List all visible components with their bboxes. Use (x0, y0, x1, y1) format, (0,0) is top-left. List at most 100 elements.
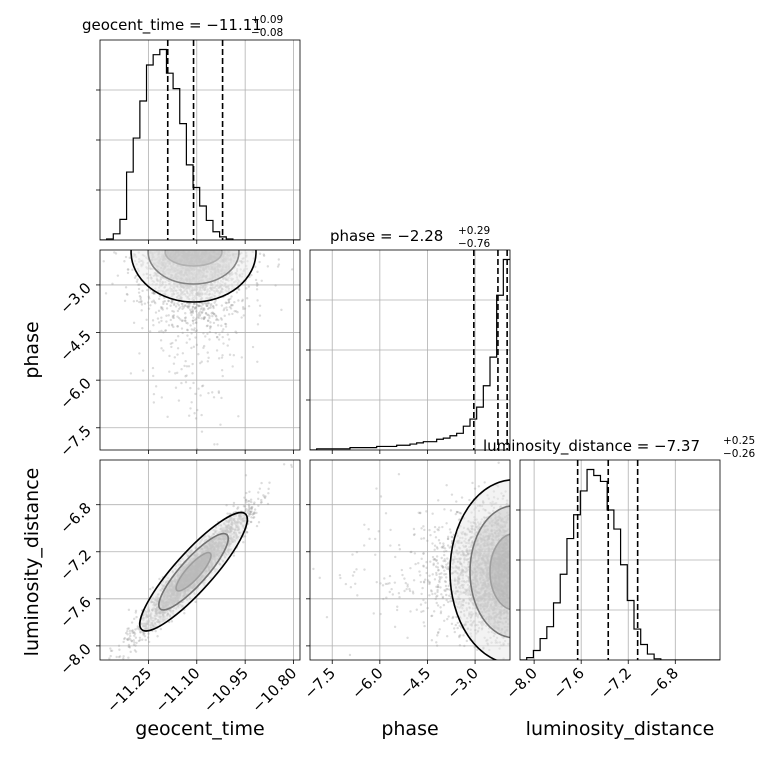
sample-point (200, 360, 203, 363)
sample-point (161, 308, 165, 311)
sample-point (203, 301, 206, 305)
y-tick-label: −7.2 (56, 546, 94, 584)
sample-point (236, 506, 240, 509)
sample-point (200, 302, 204, 305)
hist-clip-group (100, 40, 300, 240)
sample-point (200, 430, 204, 433)
sample-point (206, 332, 209, 336)
sample-point (183, 319, 187, 323)
sample-point (158, 577, 161, 581)
sample-point (134, 650, 138, 653)
sample-point (209, 325, 213, 328)
sample-point (191, 310, 194, 313)
sample-point (262, 253, 266, 256)
sample-point (129, 650, 132, 654)
sample-point (108, 657, 111, 660)
sample-point (250, 507, 253, 511)
sample-point (182, 306, 186, 309)
sample-point (237, 299, 240, 302)
x-tick-label: −10.80 (248, 664, 300, 716)
sample-point (165, 314, 168, 317)
sample-point (138, 352, 141, 355)
sample-point (168, 370, 171, 373)
sample-point (201, 303, 205, 306)
x-tick-label: −10.95 (200, 664, 252, 716)
sample-point (136, 625, 140, 628)
sample-point (242, 314, 245, 317)
sample-point (251, 513, 254, 516)
sample-point (110, 649, 114, 652)
sample-point (185, 374, 188, 377)
sample-point (113, 251, 116, 254)
sample-point (256, 299, 259, 302)
sample-point (227, 313, 231, 316)
sample-point (194, 306, 197, 310)
sample-point (252, 512, 255, 516)
sample-point (126, 271, 130, 275)
sample-point (134, 644, 137, 647)
sample-point (227, 338, 231, 341)
sample-point (266, 502, 270, 506)
sample-point (230, 303, 233, 307)
sample-point (200, 311, 204, 314)
sample-point (169, 318, 172, 322)
sample-point (202, 307, 206, 310)
sample-point (220, 356, 224, 359)
sample-point (194, 336, 197, 339)
sample-point (151, 586, 155, 589)
sample-point (137, 291, 141, 294)
sample-point (256, 283, 259, 286)
sample-point (245, 501, 248, 504)
sample-point (197, 387, 200, 390)
sample-point (204, 311, 208, 315)
sample-point (188, 308, 192, 311)
sample-point (184, 375, 187, 378)
sample-point (245, 531, 249, 534)
sample-point (185, 341, 188, 344)
sample-point (190, 401, 193, 404)
y-tick-label: −4.5 (56, 327, 94, 365)
sample-point (122, 640, 125, 644)
sample-point (176, 325, 180, 328)
sample-point (172, 303, 176, 307)
sample-point (162, 302, 165, 306)
sample-point (147, 307, 151, 310)
sample-point (249, 510, 252, 513)
sample-point (198, 314, 201, 318)
sample-point (174, 386, 178, 389)
sample-point (260, 500, 263, 504)
sample-point (214, 331, 218, 335)
sample-point (274, 284, 277, 287)
sample-point (179, 306, 182, 309)
sample-point (160, 396, 163, 399)
sample-point (211, 305, 215, 308)
sample-point (143, 632, 146, 635)
sample-point (170, 300, 173, 304)
sample-point (145, 318, 148, 321)
sample-point (186, 322, 189, 325)
sample-point (195, 303, 199, 306)
sample-point (200, 305, 203, 308)
sample-point (136, 278, 139, 281)
sample-point (250, 510, 253, 513)
sample-point (128, 637, 131, 640)
y-tick-label: −6.8 (56, 499, 94, 537)
sample-point (142, 631, 145, 635)
sample-point (247, 508, 251, 511)
sample-point (159, 306, 163, 309)
sample-point (149, 587, 152, 591)
sample-point (188, 338, 191, 341)
sample-point (124, 631, 128, 635)
sample-point (154, 302, 157, 305)
sample-point (250, 520, 253, 524)
sample-point (221, 354, 224, 357)
sample-point (132, 300, 136, 303)
sample-point (193, 307, 197, 311)
sample-point (134, 611, 137, 614)
sample-point (291, 268, 294, 271)
sample-point (118, 655, 122, 658)
sample-point (241, 305, 245, 309)
sample-point (224, 301, 228, 304)
sample-point (186, 328, 189, 332)
y-tick-label: −3.0 (56, 279, 94, 317)
